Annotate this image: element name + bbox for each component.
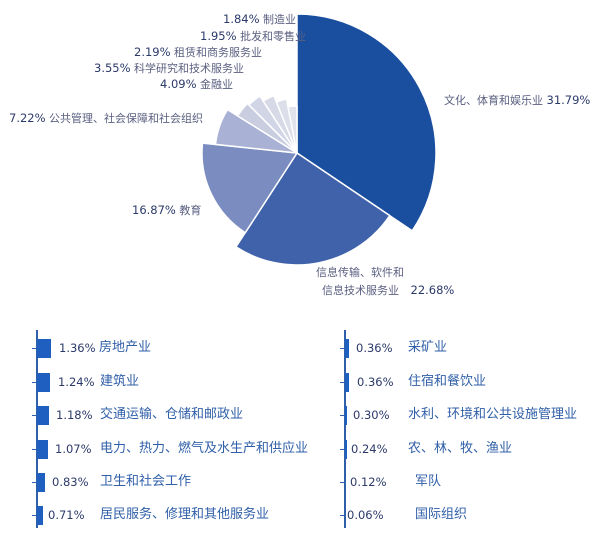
legend-pct: 0.06% — [347, 508, 384, 522]
bar — [345, 406, 347, 425]
legend-name: 军队 — [415, 474, 442, 489]
label-name: 公共管理、社会保障和社会组织 — [49, 112, 204, 125]
label-info: 信息传输、软件和 — [316, 266, 404, 280]
label-pct: 16.87% — [132, 203, 176, 217]
slice-science — [248, 95, 298, 154]
bar — [345, 373, 349, 392]
legend-pct: 0.24% — [351, 442, 388, 456]
label-manufacturing: 1.84% 制造业 — [223, 12, 296, 27]
label-name: 科学研究和技术服务业 — [134, 62, 245, 75]
slice-finance — [236, 102, 298, 154]
tick — [340, 348, 344, 349]
slice-info — [235, 152, 391, 266]
legend-name: 居民服务、修理和其他服务业 — [100, 507, 270, 522]
label-culture: 文化、体育和娱乐业 31.79% — [444, 93, 590, 108]
label-finance: 4.09% 金融业 — [160, 77, 233, 92]
label-name-line1: 信息传输、软件和 — [316, 266, 404, 279]
bar — [37, 473, 45, 492]
slice-public-admin — [214, 108, 298, 154]
legend-pct: 0.83% — [52, 475, 89, 489]
legend-name: 住宿和餐饮业 — [408, 374, 487, 389]
label-info-line2: 信息技术服务业 22.68% — [322, 283, 454, 298]
label-name: 制造业 — [263, 13, 297, 26]
legend-pct: 1.36% — [59, 341, 96, 355]
label-public-admin: 7.22% 公共管理、社会保障和社会组织 — [9, 111, 203, 126]
legend-pct: 1.24% — [58, 375, 95, 389]
label-pct: 1.95% — [200, 29, 237, 43]
tick — [340, 415, 344, 416]
slice-manufacturing — [287, 105, 298, 154]
slice-leasing — [262, 94, 298, 154]
legend-name: 交通运输、仓储和邮政业 — [100, 407, 244, 422]
label-pct: 3.55% — [94, 61, 131, 75]
tick — [340, 515, 344, 516]
tick — [340, 382, 344, 383]
legend-name: 电力、热力、燃气及水生产和供应业 — [100, 441, 309, 456]
label-name: 金融业 — [200, 78, 234, 91]
legend-name: 建筑业 — [100, 374, 140, 389]
tick — [32, 382, 36, 383]
label-name: 批发和零售业 — [240, 30, 307, 43]
legend-left-axis — [36, 330, 38, 528]
label-education: 16.87% 教育 — [132, 203, 201, 218]
bar — [37, 506, 43, 525]
slice-education — [201, 142, 298, 234]
bar — [37, 440, 48, 459]
tick — [32, 415, 36, 416]
legend-name: 国际组织 — [415, 507, 468, 522]
slice-culture — [296, 13, 437, 232]
label-name: 教育 — [179, 204, 202, 217]
legend-pct: 0.36% — [356, 341, 393, 355]
legend-name: 采矿业 — [408, 340, 448, 355]
label-pct: 22.68% — [410, 283, 455, 297]
legend-pct: 1.07% — [55, 442, 92, 456]
legend-pct: 0.12% — [350, 475, 387, 489]
legend-pct: 0.30% — [353, 408, 390, 422]
legend-name: 水利、环境和公共设施管理业 — [408, 407, 578, 422]
rose-pie-chart — [201, 13, 437, 266]
slice-wholesale — [275, 98, 298, 154]
label-pct: 31.79% — [546, 93, 591, 107]
legend-pct: 1.18% — [56, 408, 93, 422]
tick — [32, 449, 36, 450]
tick — [32, 515, 36, 516]
label-name-line2: 信息技术服务业 — [322, 284, 399, 297]
bar — [37, 406, 49, 425]
tick — [340, 449, 344, 450]
tick — [340, 482, 344, 483]
tick — [32, 348, 36, 349]
label-pct: 7.22% — [9, 111, 46, 125]
label-leasing: 2.19% 租赁和商务服务业 — [134, 45, 262, 60]
label-wholesale: 1.95% 批发和零售业 — [200, 29, 306, 44]
bar — [345, 339, 349, 358]
legend-name: 卫生和社会工作 — [100, 474, 192, 489]
legend-right-axis — [344, 330, 346, 528]
label-pct: 2.19% — [134, 45, 171, 59]
legend-name: 农、林、牧、渔业 — [408, 441, 513, 456]
bar — [345, 440, 347, 459]
legend-pct: 0.36% — [357, 375, 394, 389]
label-science: 3.55% 科学研究和技术服务业 — [94, 61, 244, 76]
legend-pct: 0.71% — [48, 508, 85, 522]
legend-name: 房地产业 — [99, 340, 152, 355]
bar — [37, 339, 51, 358]
label-name: 租赁和商务服务业 — [174, 46, 263, 59]
tick — [32, 482, 36, 483]
bar — [37, 373, 50, 392]
label-pct: 1.84% — [223, 12, 260, 26]
label-pct: 4.09% — [160, 77, 197, 91]
label-name: 文化、体育和娱乐业 — [444, 94, 543, 107]
